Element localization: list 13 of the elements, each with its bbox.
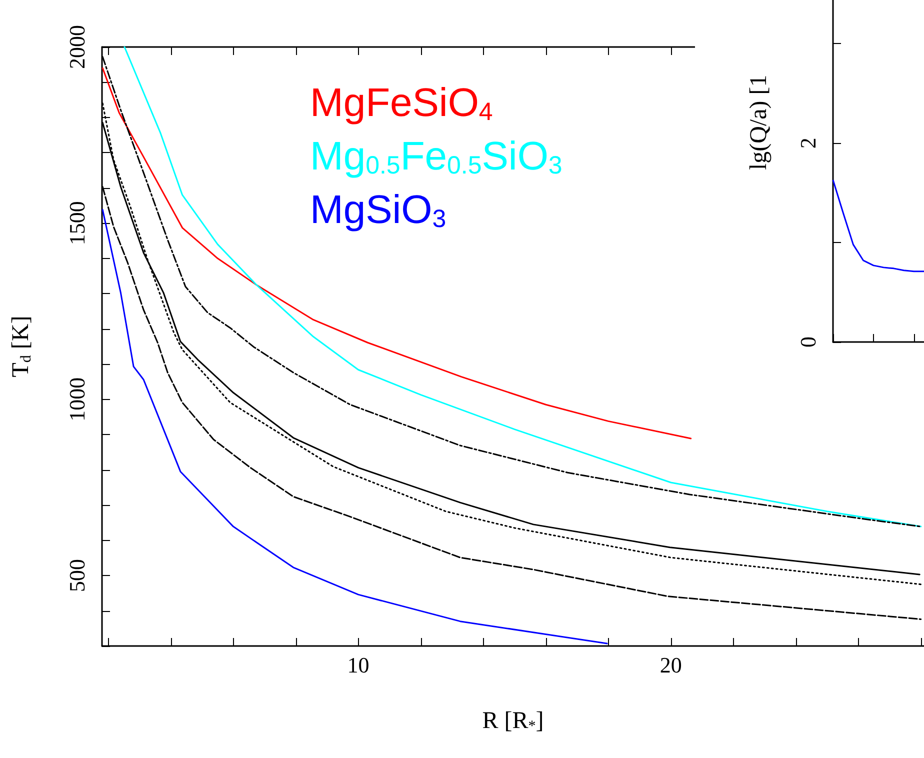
line-series [102, 67, 692, 440]
y-axis-title: lg(Q/a) [1 [746, 74, 772, 170]
y-tick-label: 2 [796, 138, 820, 149]
x-tick-label: 20 [660, 652, 682, 678]
y-axis-title: Td [K] [8, 316, 34, 378]
y-tick-label: 1000 [64, 377, 90, 422]
y-tick-label: 2000 [64, 25, 90, 69]
line-series [832, 179, 924, 272]
y-tick-label: 500 [64, 559, 90, 592]
y-tick-label: 1500 [64, 201, 90, 246]
y-tick-label: 0 [796, 336, 820, 348]
x-axis-title: R [R*] [482, 708, 544, 734]
x-tick-label: 10 [347, 652, 370, 678]
